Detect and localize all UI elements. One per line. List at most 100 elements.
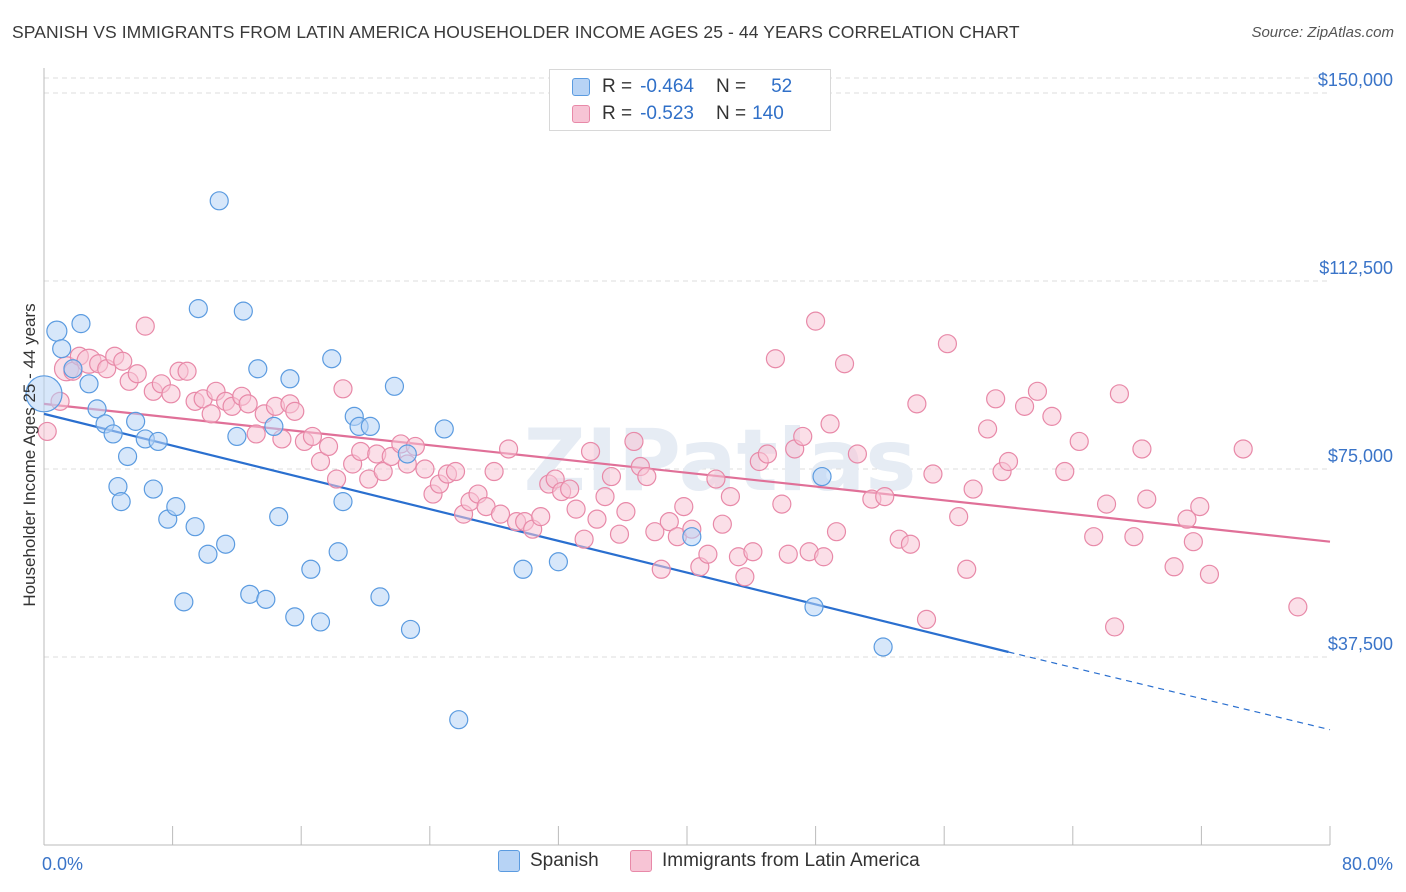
- point-immigrants: [735, 567, 755, 587]
- y-axis-title: Householder Income Ages 25 - 44 years: [20, 303, 39, 607]
- point-immigrants: [201, 404, 221, 424]
- point-immigrants: [484, 461, 504, 482]
- point-immigrants: [1288, 597, 1308, 617]
- point-immigrants: [651, 559, 671, 579]
- point-spanish: [513, 559, 533, 579]
- point-immigrants: [923, 464, 943, 484]
- point-immigrants: [814, 547, 834, 567]
- point-immigrants: [580, 441, 601, 462]
- point-spanish: [63, 359, 83, 379]
- point-immigrants: [978, 419, 998, 439]
- point-immigrants: [127, 364, 147, 384]
- point-spanish: [79, 374, 99, 394]
- point-immigrants: [1069, 431, 1089, 452]
- point-immigrants: [595, 486, 615, 507]
- point-spanish: [148, 431, 168, 452]
- point-immigrants: [1177, 509, 1197, 529]
- y-tick-label: $112,500: [1319, 258, 1393, 278]
- point-immigrants: [820, 414, 840, 434]
- point-immigrants: [1109, 384, 1130, 404]
- legend-n-value: 140: [752, 103, 784, 124]
- point-spanish: [188, 299, 208, 319]
- trend-line-spanish-extrapolated: [1008, 651, 1331, 731]
- point-immigrants: [1014, 396, 1035, 416]
- bottom-legend-swatch-blue: [498, 850, 520, 872]
- point-immigrants: [765, 349, 786, 369]
- point-spanish: [227, 426, 247, 447]
- point-immigrants: [616, 502, 636, 522]
- point-immigrants: [302, 426, 323, 447]
- point-immigrants: [637, 466, 657, 487]
- point-immigrants: [706, 469, 726, 489]
- point-spanish: [434, 419, 454, 439]
- point-spanish: [360, 416, 380, 437]
- point-spanish: [301, 559, 321, 579]
- point-immigrants: [645, 522, 665, 542]
- point-immigrants: [712, 514, 732, 534]
- point-spanish: [397, 444, 417, 464]
- point-spanish: [264, 416, 284, 437]
- point-immigrants: [937, 334, 958, 354]
- x-tick-label: 80.0%: [1342, 854, 1393, 874]
- point-immigrants: [900, 534, 921, 554]
- point-immigrants: [1042, 406, 1062, 426]
- point-immigrants: [587, 509, 607, 529]
- bottom-legend-swatch-pink: [630, 850, 652, 872]
- point-immigrants: [246, 424, 266, 444]
- point-immigrants: [1199, 564, 1220, 584]
- point-immigrants: [531, 507, 551, 527]
- y-tick-label: $37,500: [1328, 634, 1393, 654]
- point-immigrants: [1190, 497, 1210, 517]
- point-immigrants: [285, 401, 305, 421]
- point-spanish: [256, 589, 276, 609]
- legend-row-spanish: R = -0.464 N = 52: [572, 74, 792, 100]
- point-immigrants: [415, 459, 435, 479]
- point-spanish: [87, 399, 107, 419]
- point-spanish: [682, 527, 702, 547]
- point-immigrants: [949, 507, 969, 527]
- point-immigrants: [720, 486, 741, 507]
- point-immigrants: [875, 486, 895, 507]
- point-immigrants: [659, 512, 679, 532]
- point-spanish: [333, 492, 353, 512]
- legend-r-label: R =: [602, 76, 633, 97]
- point-immigrants: [37, 421, 57, 442]
- point-spanish: [812, 466, 832, 487]
- legend-swatch-blue: [572, 78, 590, 96]
- point-immigrants: [1027, 381, 1048, 401]
- point-spanish: [216, 534, 236, 554]
- legend-r-value: -0.464: [640, 76, 694, 97]
- point-immigrants: [957, 559, 977, 579]
- point-immigrants: [778, 544, 798, 564]
- point-spanish: [52, 339, 72, 359]
- point-immigrants: [609, 524, 630, 544]
- point-spanish: [873, 637, 893, 657]
- point-immigrants: [238, 394, 258, 414]
- point-immigrants: [574, 529, 594, 549]
- point-immigrants: [1164, 557, 1184, 577]
- point-spanish: [449, 710, 469, 730]
- point-immigrants: [333, 379, 353, 399]
- point-spanish: [233, 301, 253, 321]
- data-points: [25, 191, 1308, 730]
- point-immigrants: [793, 426, 813, 447]
- bottom-legend-spanish: Spanish: [498, 850, 599, 872]
- point-spanish: [804, 597, 824, 617]
- point-immigrants: [1137, 489, 1157, 509]
- point-spanish: [126, 411, 146, 431]
- point-immigrants: [318, 436, 339, 457]
- legend-n-label: N =: [715, 103, 747, 124]
- point-immigrants: [907, 394, 927, 414]
- point-spanish: [285, 607, 305, 627]
- point-spanish: [143, 479, 163, 499]
- point-immigrants: [566, 499, 586, 519]
- correlation-legend: R = -0.464 N = 52 R = -0.523 N = 140: [549, 69, 831, 131]
- chart-source: Source: ZipAtlas.com: [1251, 24, 1394, 41]
- point-immigrants: [834, 354, 855, 374]
- point-spanish: [25, 375, 63, 413]
- chart-title: SPANISH VS IMMIGRANTS FROM LATIN AMERICA…: [12, 22, 1020, 42]
- point-immigrants: [698, 544, 718, 564]
- point-immigrants: [998, 451, 1019, 472]
- point-spanish: [280, 369, 300, 389]
